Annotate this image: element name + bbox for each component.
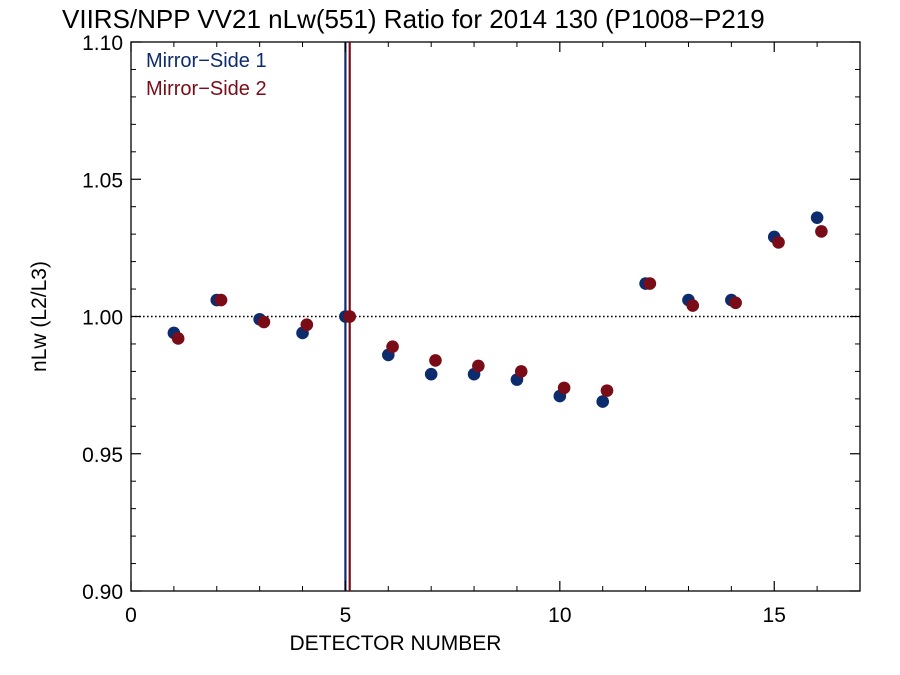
data-point-series-2: [343, 310, 357, 323]
data-point-series-1: [810, 211, 824, 224]
x-tick-label: 10: [548, 604, 571, 627]
x-tick-label: 5: [340, 604, 352, 627]
data-point-series-2: [300, 318, 314, 332]
x-tick-label: 0: [125, 604, 137, 627]
data-point-series-2: [772, 236, 785, 249]
data-point-series-2: [171, 332, 185, 345]
data-point-series-2: [214, 293, 228, 307]
y-tick-label: 1.00: [82, 307, 123, 330]
data-point-series-2: [686, 299, 700, 312]
data-point-series-2: [429, 354, 442, 367]
x-axis-label: DETECTOR NUMBER: [290, 632, 502, 655]
points-layer: [167, 211, 828, 408]
ticks-layer: 0 5 10 15 0.90 0.95 1.00 1.05 1.10: [82, 32, 861, 627]
y-tick-label: 0.95: [82, 444, 123, 467]
data-point-series-2: [386, 340, 399, 353]
data-point-series-2: [729, 296, 742, 310]
data-point-series-2: [643, 277, 657, 290]
legend-entry: Mirror−Side 2: [146, 78, 267, 100]
y-tick-label: 1.05: [82, 169, 123, 192]
data-point-series-1: [424, 367, 438, 381]
data-point-series-2: [257, 315, 271, 329]
data-point-series-2: [472, 359, 485, 373]
chart-title: VIIRS/NPP VV21 nLw(551) Ratio for 2014 1…: [62, 4, 765, 34]
x-tick-label: 15: [763, 604, 786, 627]
data-point-series-1: [596, 395, 610, 408]
y-tick-label: 0.90: [82, 581, 123, 604]
data-point-series-2: [815, 225, 828, 238]
data-point-series-2: [514, 365, 528, 378]
data-point-series-2: [557, 381, 571, 395]
data-point-series-2: [600, 384, 614, 397]
y-axis-label: nLw (L2/L3): [28, 261, 51, 372]
legend-entry: Mirror−Side 1: [146, 50, 267, 72]
legend: Mirror−Side 1 Mirror−Side 2: [146, 50, 267, 100]
y-tick-label: 1.10: [82, 32, 123, 55]
